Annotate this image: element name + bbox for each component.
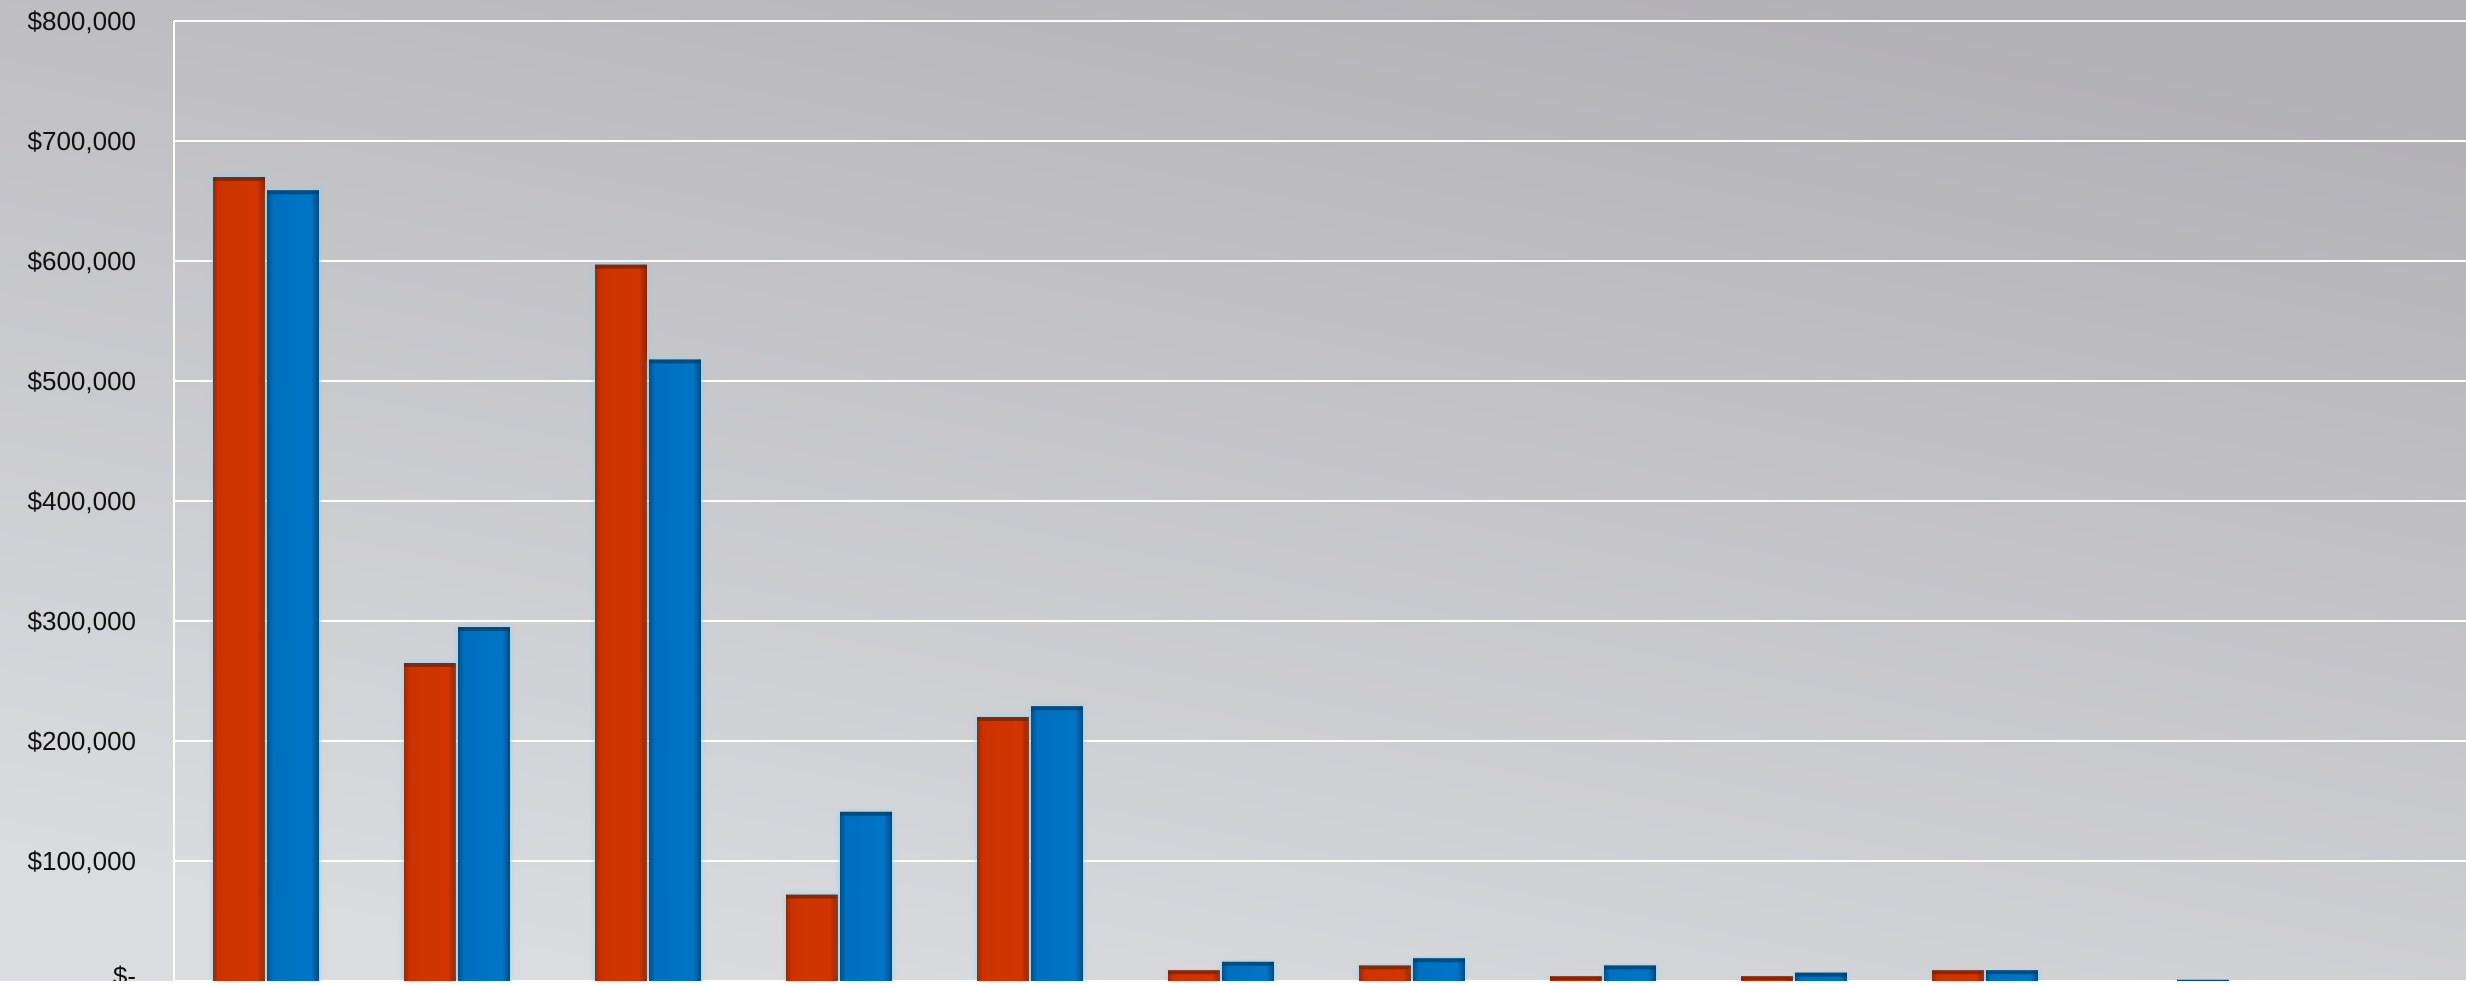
y-tick-label: $600,000 [28,246,136,276]
bar-top-edge [1222,961,1274,966]
bar-top-edge [786,894,838,899]
bar-series-2-cat-3 [649,359,701,981]
bar-top-edge [1741,976,1793,981]
bar-top-edge [649,359,701,364]
bar-series-1-cat-6 [1168,970,1220,981]
bar-top-edge [404,663,456,667]
bar-series-1-cat-3 [595,264,647,982]
bar-top-edge [1168,970,1220,975]
bar-top-edge [595,264,647,269]
bar-top-edge [1413,958,1465,963]
bar-series-2-cat-7 [1413,958,1465,981]
bar-series-1-cat-5 [977,717,1029,981]
bar-series-2-cat-6 [1222,961,1274,981]
bar-series-2-cat-9 [1795,972,1847,981]
bar-top-edge [1031,706,1083,711]
y-tick-label: $400,000 [28,486,136,516]
bar-top-edge [213,177,265,181]
bar-top-edge [458,627,510,631]
bar-top-edge [267,190,319,195]
y-tick-label: $- [113,961,136,981]
bar-top-edge [1359,965,1411,970]
bar-series-2-cat-5 [1031,706,1083,981]
bar-top-edge [1550,976,1602,981]
bar-top-edge [1604,965,1656,970]
bar-series-1-cat-10 [1932,970,1984,981]
bar-top-edge [977,717,1029,721]
y-tick-label: $800,000 [28,6,136,36]
bar-series-1-cat-2 [404,663,456,981]
bar-top-edge [840,811,892,816]
bar-series-2-cat-1 [267,190,319,981]
bar-series-1-cat-1 [213,177,265,981]
y-tick-label: $200,000 [28,726,136,756]
y-tick-label: $300,000 [28,606,136,636]
bars [213,177,2229,984]
bar-series-2-cat-10 [1986,970,2038,981]
bar-top-edge [1795,972,1847,977]
bar-series-1-cat-4 [786,894,838,981]
bar-top-edge [1986,970,2038,975]
y-tick-label: $500,000 [28,366,136,396]
y-tick-label: $700,000 [28,126,136,156]
y-tick-label: $100,000 [28,846,136,876]
y-axis-tick-labels: $- $100,000 $200,000 $300,000 $400,000 $500,0… [28,6,136,986]
bar-series-2-cat-4 [840,811,892,981]
bar-series-2-cat-2 [458,627,510,981]
bar-top-edge [1932,970,1984,975]
